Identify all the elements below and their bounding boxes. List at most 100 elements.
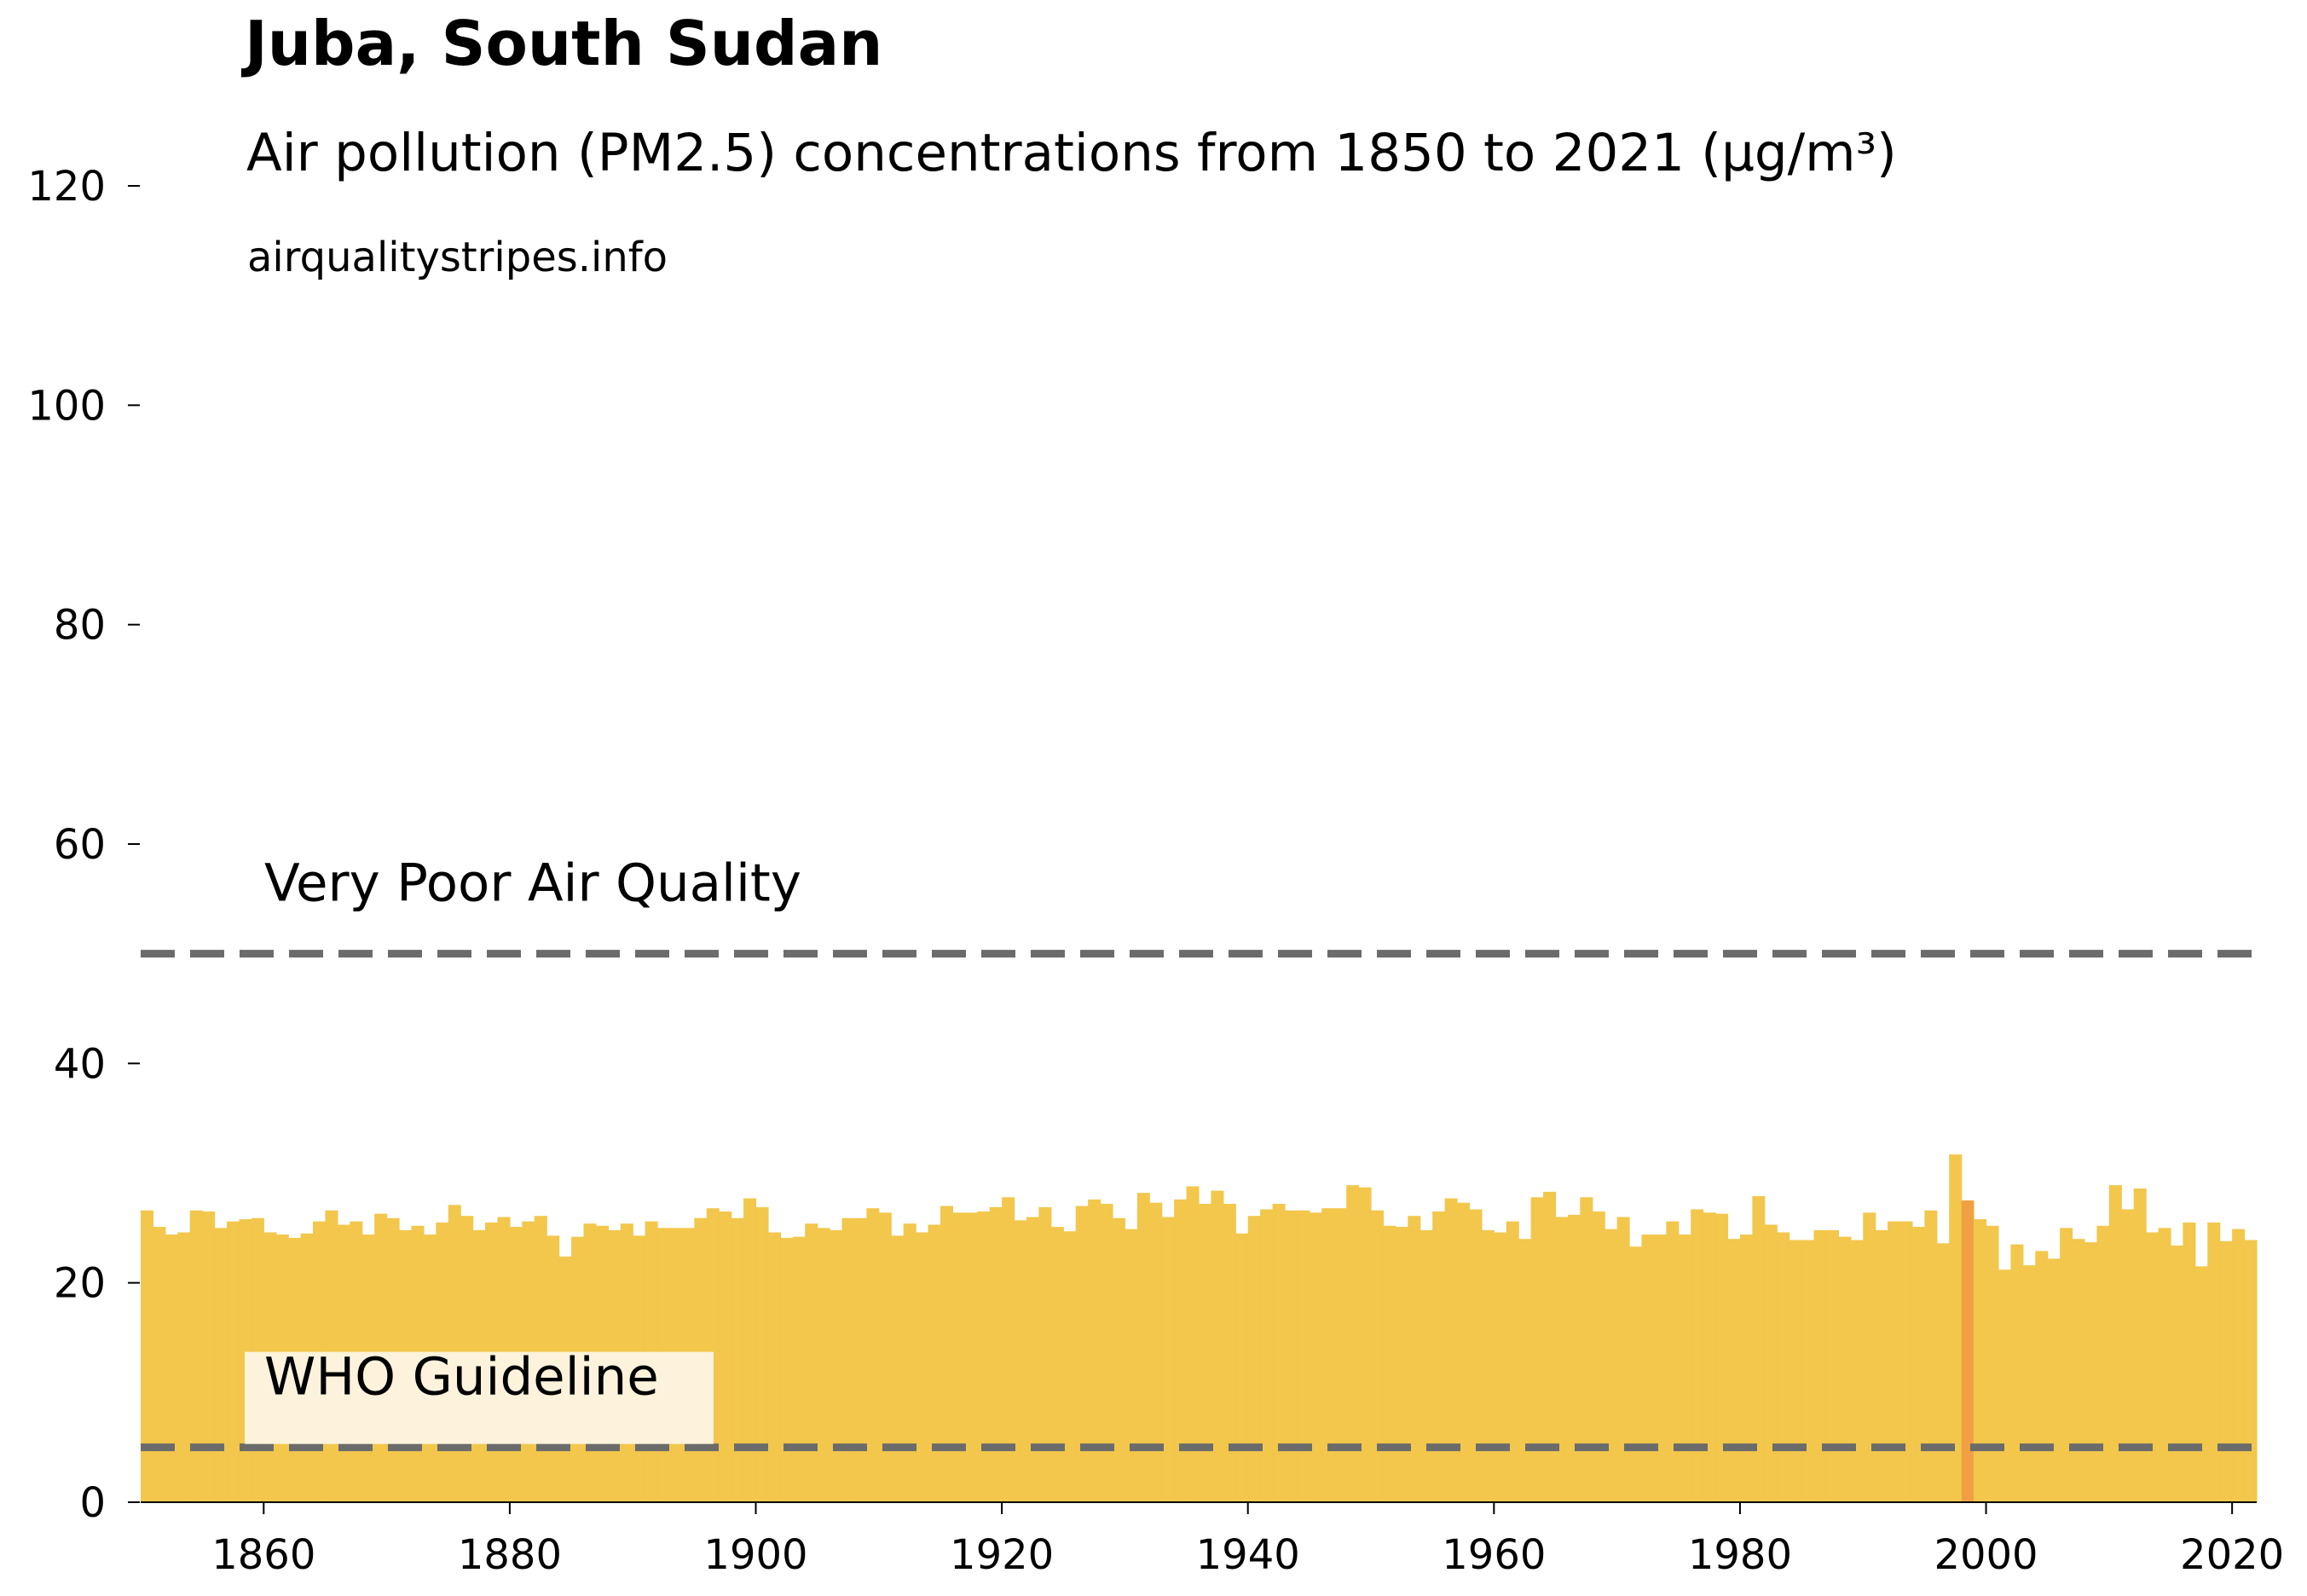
threshold-label-box-1 (245, 1351, 714, 1444)
bar-1950 (1371, 1210, 1385, 1502)
bar-1969 (1604, 1229, 1618, 1502)
bar-2004 (2035, 1251, 2049, 1502)
bar-1906 (830, 1229, 843, 1502)
bar-1932 (1149, 1202, 1163, 1502)
bar-1928 (1100, 1204, 1113, 1502)
bar-2014 (2158, 1228, 2171, 1502)
bar-1922 (1026, 1217, 1040, 1502)
bar-1983 (1777, 1232, 1790, 1502)
bar-2000 (1986, 1225, 1999, 1502)
bar-1977 (1703, 1212, 1716, 1502)
bar-1910 (878, 1212, 892, 1502)
bar-1962 (1518, 1239, 1532, 1502)
x-tick-label-1900: 1900 (703, 1531, 807, 1579)
bar-1955 (1432, 1211, 1446, 1502)
bar-1992 (1888, 1221, 1901, 1502)
bar-1930 (1125, 1229, 1138, 1502)
bar-1924 (1050, 1227, 1064, 1502)
bar-1973 (1653, 1235, 1667, 1502)
bar-1959 (1481, 1229, 1495, 1502)
y-tick-label-0: 0 (79, 1479, 106, 1527)
bar-1982 (1764, 1224, 1778, 1502)
bar-1857 (227, 1221, 240, 1502)
bar-1903 (792, 1236, 806, 1502)
bar-2006 (2060, 1228, 2073, 1502)
x-tick-label-2000: 2000 (1934, 1531, 2038, 1579)
bar-1904 (805, 1223, 818, 1502)
bar-1913 (916, 1232, 929, 1502)
bar-1939 (1235, 1233, 1249, 1502)
bar-1945 (1309, 1212, 1322, 1502)
bar-1914 (928, 1224, 941, 1502)
bar-1986 (1813, 1229, 1827, 1502)
bar-1936 (1199, 1204, 1212, 1502)
bar-2021 (2244, 1240, 2258, 1502)
y-tick-label-120: 120 (27, 163, 106, 211)
bar-1912 (903, 1223, 916, 1502)
bar-1953 (1408, 1216, 1421, 1502)
bar-1970 (1616, 1217, 1630, 1502)
bar-1987 (1825, 1229, 1839, 1502)
bar-1988 (1838, 1236, 1852, 1502)
bar-1916 (952, 1212, 966, 1502)
bar-1960 (1494, 1232, 1507, 1502)
bar-2007 (2072, 1239, 2085, 1502)
bar-1929 (1112, 1217, 1126, 1502)
bar-1940 (1247, 1216, 1261, 1502)
bar-1989 (1850, 1240, 1864, 1502)
bar-1899 (743, 1198, 757, 1502)
bar-1902 (780, 1237, 794, 1502)
bar-2009 (2096, 1225, 2110, 1502)
bar-1942 (1272, 1204, 1286, 1502)
bar-1943 (1285, 1210, 1298, 1502)
x-tick-label-1940: 1940 (1196, 1531, 1300, 1579)
bar-1990 (1863, 1212, 1876, 1502)
bar-2001 (1998, 1269, 2011, 1502)
y-tick-label-20: 20 (54, 1260, 106, 1308)
bar-2005 (2047, 1258, 2061, 1502)
bar-1898 (731, 1217, 744, 1502)
y-tick-label-80: 80 (54, 602, 106, 650)
bar-1856 (214, 1228, 228, 1502)
bar-1921 (1014, 1220, 1027, 1502)
bar-1854 (189, 1210, 203, 1502)
x-tick-label-1960: 1960 (1442, 1531, 1546, 1579)
bar-1911 (891, 1235, 905, 1502)
bar-1975 (1678, 1235, 1691, 1502)
bar-2018 (2207, 1222, 2221, 1502)
bar-1978 (1715, 1213, 1729, 1502)
y-tick-label-40: 40 (54, 1040, 106, 1088)
bar-1855 (202, 1211, 216, 1502)
bar-1968 (1592, 1211, 1605, 1502)
bar-1850 (141, 1210, 154, 1502)
bar-1974 (1666, 1221, 1680, 1502)
bar-1946 (1321, 1208, 1335, 1502)
bar-1993 (1899, 1221, 1913, 1502)
bar-2008 (2084, 1242, 2098, 1502)
bar-2020 (2232, 1229, 2246, 1502)
bar-1931 (1136, 1193, 1150, 1502)
bar-1852 (165, 1235, 178, 1502)
bar-1933 (1161, 1217, 1175, 1502)
bar-1923 (1038, 1206, 1052, 1502)
x-tick-label-1880: 1880 (458, 1531, 562, 1579)
bar-1900 (755, 1206, 769, 1502)
bar-1997 (1949, 1154, 1963, 1502)
bar-1920 (1002, 1197, 1015, 1502)
bar-1964 (1543, 1191, 1557, 1502)
bar-2010 (2108, 1185, 2122, 1502)
x-tick-label-1980: 1980 (1688, 1531, 1792, 1579)
bar-1909 (866, 1208, 880, 1502)
bar-1971 (1629, 1246, 1643, 1502)
bar-2011 (2121, 1209, 2135, 1502)
bar-1985 (1801, 1240, 1815, 1502)
bar-1938 (1223, 1204, 1236, 1502)
bar-1995 (1924, 1210, 1938, 1502)
bar-1949 (1358, 1187, 1372, 1502)
bar-1937 (1211, 1190, 1224, 1502)
threshold-layer: Very Poor Air Quality WHO Guideline (141, 853, 2257, 1452)
bar-1957 (1457, 1202, 1471, 1502)
threshold-label-1: WHO Guideline (264, 1347, 659, 1408)
bar-1907 (841, 1217, 855, 1502)
